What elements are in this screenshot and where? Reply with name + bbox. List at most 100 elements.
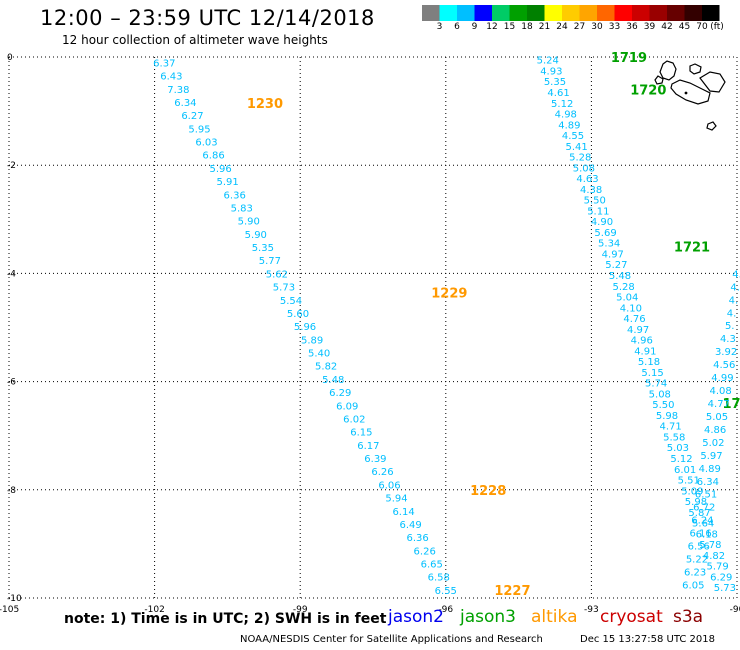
colorbar-swatch bbox=[457, 5, 475, 21]
swh-value: 5.98 bbox=[685, 497, 707, 508]
track-altika: 6.37 6.43 7.38 6.34 6.27 5.95 6.03 6.86 5.96 5.91… bbox=[153, 58, 530, 598]
colorbar-swatch bbox=[702, 5, 720, 21]
colorbar-swatch bbox=[422, 5, 440, 21]
swh-value: 5.54 bbox=[280, 296, 302, 307]
swh-value: 4.96 bbox=[631, 336, 653, 347]
swh-value: 6.14 bbox=[392, 507, 414, 518]
swh-value: 6.36 bbox=[224, 190, 246, 201]
swh-value: 6.43 bbox=[160, 72, 182, 83]
swh-value: 5.90 bbox=[245, 230, 267, 241]
track-time-label: 1227 bbox=[494, 584, 530, 599]
swh-value: 6.55 bbox=[435, 586, 457, 597]
swh-value: 5.94 bbox=[385, 494, 407, 505]
colorbar-swatch bbox=[474, 5, 492, 21]
swh-value: 5.09 bbox=[681, 486, 703, 497]
colorbar-tick-label: 39 bbox=[643, 22, 656, 32]
swh-value: 5.98 bbox=[656, 411, 678, 422]
colorbar-swatch bbox=[632, 5, 650, 21]
colorbar-swatch bbox=[562, 5, 580, 21]
swh-value: 5.90 bbox=[238, 217, 260, 228]
colorbar-tick-label: 15 bbox=[503, 22, 516, 32]
swh-value: 4.71 bbox=[660, 422, 682, 433]
swh-value: 4.3 bbox=[720, 334, 736, 345]
colorbar-swatch bbox=[649, 5, 667, 21]
swh-value: 5.48 bbox=[609, 271, 631, 282]
swh-value: 5.87 bbox=[688, 508, 710, 519]
swh-value: 3.92 bbox=[715, 347, 737, 358]
colorbar-swatch bbox=[492, 5, 510, 21]
swh-value: 4. bbox=[727, 308, 737, 319]
swh-value: 6.51 bbox=[695, 490, 717, 501]
swh-value: 5.15 bbox=[641, 368, 663, 379]
swh-value: 4.10 bbox=[620, 303, 642, 314]
track-time-label: 1229 bbox=[431, 286, 467, 301]
x-tick-label: -90 bbox=[730, 605, 740, 615]
swh-value: 6.36 bbox=[407, 533, 429, 544]
x-tick-label: -96 bbox=[438, 605, 453, 615]
swh-value: 5.79 bbox=[707, 562, 729, 573]
colorbar-tick-label: 9 bbox=[471, 22, 478, 32]
swh-value: 4.55 bbox=[562, 131, 584, 142]
swh-value: 6.09 bbox=[336, 401, 358, 412]
swh-value: 5.12 bbox=[670, 454, 692, 465]
swh-value: 6.86 bbox=[202, 151, 224, 162]
swh-value: 5.97 bbox=[700, 451, 722, 462]
swh-value: 4.89 bbox=[558, 120, 580, 131]
swh-value: 4. bbox=[729, 295, 739, 306]
swh-value: 4.89 bbox=[699, 464, 721, 475]
swh-value: 5.73 bbox=[273, 283, 295, 294]
map-grid bbox=[8, 56, 738, 599]
colorbar-tick-label: 36 bbox=[626, 22, 638, 32]
swh-value: 6.17 bbox=[357, 441, 379, 452]
page-subtitle: 12 hour collection of altimeter wave hei… bbox=[62, 33, 328, 47]
colorbar-swatch bbox=[579, 5, 597, 21]
y-tick-label: 0 bbox=[7, 53, 13, 63]
swh-value: 5.96 bbox=[294, 322, 316, 333]
swh-value: 5.96 bbox=[209, 164, 231, 175]
swh-value: 4.08 bbox=[709, 386, 731, 397]
y-tick-label: -4 bbox=[7, 269, 16, 279]
swh-value: 5.50 bbox=[652, 400, 674, 411]
swh-value: 5.22 bbox=[686, 555, 708, 566]
colorbar-tick-label: 24 bbox=[556, 22, 568, 32]
swh-value: 5.02 bbox=[702, 438, 724, 449]
swh-value: 5.40 bbox=[308, 349, 330, 360]
swh-value: 4. bbox=[730, 282, 740, 293]
swh-value: 5.64 bbox=[692, 519, 714, 530]
swh-value: 5.28 bbox=[613, 282, 635, 293]
swh-value: 6.03 bbox=[195, 138, 217, 149]
y-tick-label: -6 bbox=[7, 378, 16, 388]
swh-value: 6.16 bbox=[689, 529, 711, 540]
colorbar-swatch bbox=[527, 5, 545, 21]
swh-value: 6.23 bbox=[684, 568, 706, 579]
swh-value: 6.15 bbox=[350, 428, 372, 439]
generated-timestamp: Dec 15 13:27:58 UTC 2018 bbox=[580, 634, 715, 645]
swh-value: 5.60 bbox=[287, 309, 309, 320]
swh-value: 5.28 bbox=[569, 153, 591, 164]
track-time-label: 1720 bbox=[630, 83, 666, 98]
swh-value: 5.83 bbox=[231, 203, 253, 214]
legend-entry-jason2: jason2 bbox=[388, 607, 444, 627]
x-tick-label: -99 bbox=[293, 605, 308, 615]
y-tick-label: -2 bbox=[7, 161, 16, 171]
colorbar-tick-label: 42 bbox=[661, 22, 673, 32]
swh-value: 5.24 bbox=[537, 56, 559, 67]
swh-value: 5.82 bbox=[315, 362, 337, 373]
colorbar-tick-label: 12 bbox=[486, 22, 498, 32]
colorbar-unit: (ft) bbox=[710, 22, 724, 32]
swh-value: 6.26 bbox=[414, 546, 436, 557]
legend-entry-jason3: jason3 bbox=[460, 607, 516, 627]
swh-value: 4.77 bbox=[708, 399, 730, 410]
track-jason3: 4. 4. 4. 4. 5. 4.3 3.92 4.56 4.99 4.08 4.77 5.05 4.8… bbox=[682, 269, 740, 591]
swh-value: 6.72 bbox=[693, 503, 715, 514]
swh-value: 6.37 bbox=[153, 58, 175, 69]
swh-value: 5.95 bbox=[188, 124, 210, 135]
colorbar-tick-label: 3 bbox=[436, 22, 443, 32]
colorbar-swatches bbox=[422, 5, 720, 21]
swh-value: 6.34 bbox=[697, 477, 719, 488]
swh-value: 5.89 bbox=[301, 335, 323, 346]
swh-value: 5.62 bbox=[266, 269, 288, 280]
swh-value: 5.35 bbox=[252, 243, 274, 254]
y-tick-label: -10 bbox=[7, 594, 22, 604]
